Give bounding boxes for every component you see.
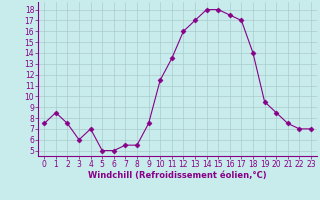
X-axis label: Windchill (Refroidissement éolien,°C): Windchill (Refroidissement éolien,°C): [88, 171, 267, 180]
